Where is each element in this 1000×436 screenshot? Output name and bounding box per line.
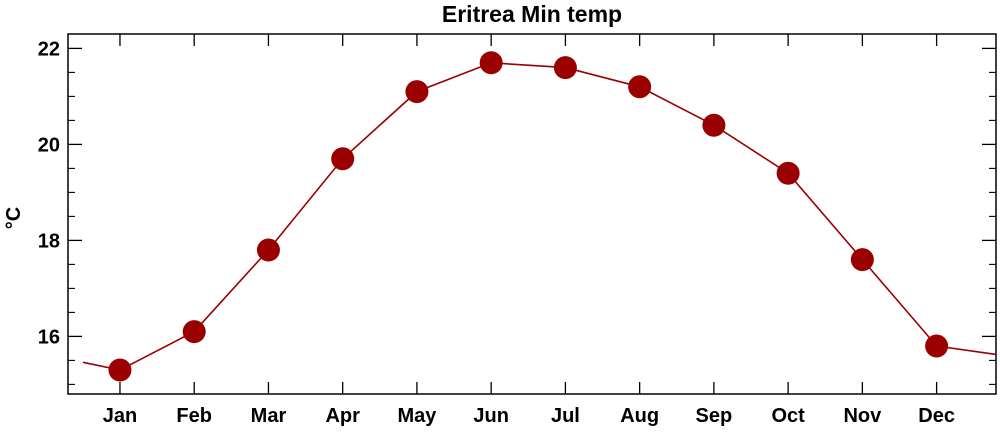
y-tick-label: 20 <box>38 134 60 156</box>
y-tick-label: 16 <box>38 326 60 348</box>
data-point <box>776 161 800 185</box>
data-point <box>405 80 429 104</box>
y-axis-label: °C <box>3 207 25 229</box>
chart-title: Eritrea Min temp <box>442 1 622 27</box>
data-point <box>108 358 132 382</box>
data-point <box>702 113 726 137</box>
data-point <box>850 248 874 272</box>
data-point <box>182 320 206 344</box>
x-tick-label: Jun <box>473 405 509 427</box>
x-tick-label: Nov <box>843 405 882 427</box>
axes: 16 18 20 22 Jan Feb Mar Apr May Jun Jul Aug Sep Oct No… <box>38 33 997 427</box>
x-tick-label: Apr <box>325 405 360 427</box>
x-tick-label: Jan <box>103 405 137 427</box>
data-point <box>479 51 503 75</box>
series-layer <box>82 51 997 382</box>
data-point <box>628 75 652 99</box>
x-tick-label: Dec <box>918 405 955 427</box>
data-point <box>256 238 280 262</box>
plot-frame <box>67 33 997 395</box>
x-tick-label: Oct <box>771 405 805 427</box>
series-line <box>82 61 997 371</box>
data-point <box>925 334 949 358</box>
y-tick-label: 18 <box>38 230 60 252</box>
data-point <box>553 56 577 80</box>
x-tick-label: Aug <box>620 405 659 427</box>
data-point <box>331 147 355 171</box>
x-tick-label: Feb <box>176 405 212 427</box>
x-tick-label: Mar <box>251 405 287 427</box>
x-tick-label: Jul <box>551 405 580 427</box>
y-tick-label: 22 <box>38 38 60 60</box>
x-tick-label: May <box>397 405 437 427</box>
x-tick-label: Sep <box>696 405 733 427</box>
